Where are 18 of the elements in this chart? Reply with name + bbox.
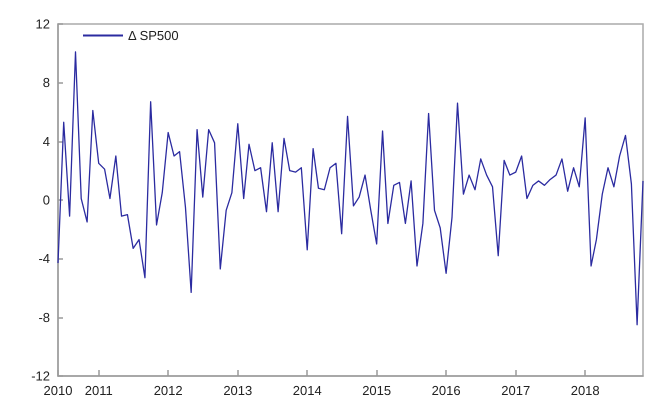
y-tick-label: 12	[36, 16, 50, 32]
y-tick-label: -8	[38, 310, 50, 325]
line-series	[57, 51, 644, 326]
x-tick-label: 2011	[84, 383, 113, 398]
x-tick-label: 2014	[292, 383, 322, 398]
y-tick-label: 0	[42, 192, 50, 208]
x-tick-label: 2018	[570, 383, 600, 398]
y-tick-label: -12	[31, 368, 50, 384]
x-tick-label: 2015	[362, 383, 392, 398]
x-tick-label: 2016	[432, 383, 461, 398]
legend-label: Δ SP500	[128, 28, 179, 43]
x-tick-label: 2010	[44, 383, 72, 398]
y-tick-label: 4	[42, 134, 50, 149]
x-tick-label: 2013	[223, 383, 252, 398]
x-tick-label: 2012	[154, 383, 183, 398]
y-tick-label: -4	[38, 251, 50, 266]
x-tick-label: 2017	[501, 383, 530, 398]
y-tick-label: 8	[42, 75, 50, 90]
